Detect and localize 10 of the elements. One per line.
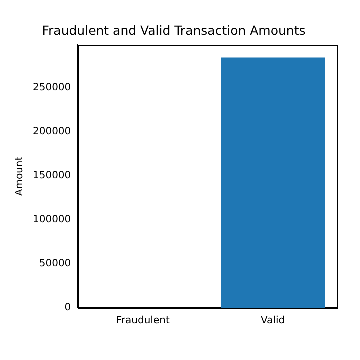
y-tick-label: 250000 [32, 82, 72, 94]
y-tick-label: 100000 [32, 214, 72, 226]
chart-title: Fraudulent and Valid Transaction Amounts [42, 22, 306, 38]
y-axis-title: Amount [14, 156, 26, 196]
x-tick-label: Valid [260, 316, 286, 327]
y-tick-label: 200000 [32, 126, 72, 138]
x-tick-label: Fraudulent [116, 316, 170, 327]
y-tick-label: 150000 [32, 170, 72, 182]
y-tick-label: 50000 [39, 258, 72, 270]
y-tick-label: 0 [64, 302, 72, 314]
